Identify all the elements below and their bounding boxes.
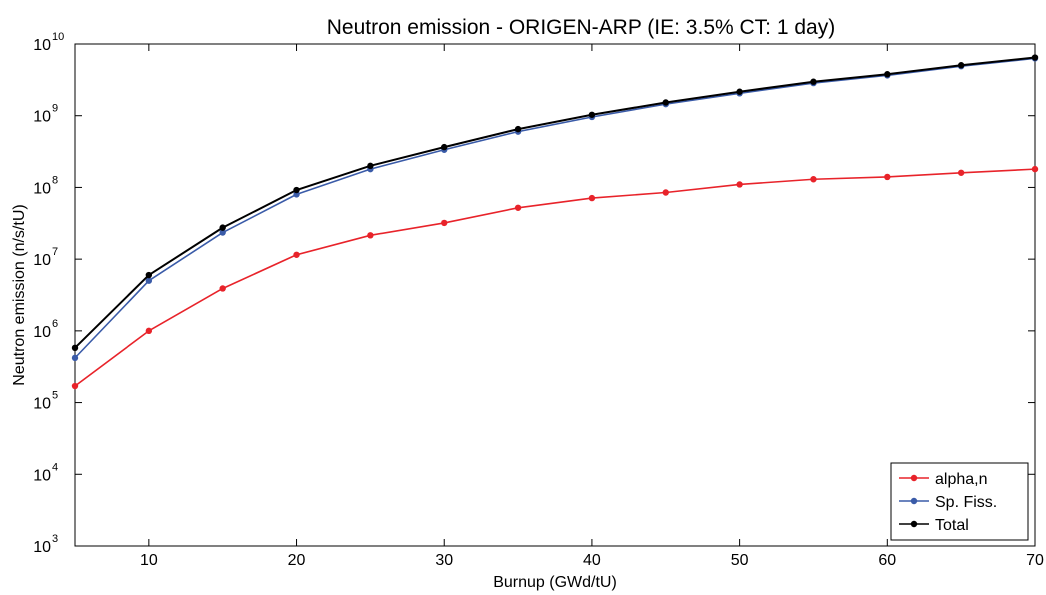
data-point-total xyxy=(71,344,79,352)
x-tick-label: 20 xyxy=(288,552,306,569)
data-point-total xyxy=(1031,54,1039,61)
y-tick-label-exponent: 9 xyxy=(52,103,58,115)
x-axis: 10 20 30 40 50 60 70 xyxy=(140,44,1044,569)
legend-marker-total xyxy=(910,520,918,528)
series-line-total xyxy=(74,56,1036,349)
data-point-total xyxy=(293,186,300,194)
data-point-alpha-n xyxy=(219,285,226,292)
data-point-alpha-n xyxy=(514,204,522,211)
data-point-alpha-n xyxy=(293,251,300,258)
x-tick-label: 10 xyxy=(140,552,158,569)
data-point-total xyxy=(662,99,669,106)
y-tick-label-base: 10 xyxy=(33,37,51,54)
data-point-alpha-n xyxy=(71,382,79,390)
legend-label-sp-fiss: Sp. Fiss. xyxy=(935,494,997,511)
data-point-total xyxy=(441,143,448,151)
data-point-sp-fiss xyxy=(219,229,226,236)
data-point-alpha-n xyxy=(662,189,669,196)
data-point-total xyxy=(736,88,743,95)
data-point-alpha-n xyxy=(736,181,743,188)
data-point-alpha-n xyxy=(367,232,374,239)
y-tick-label-exponent: 5 xyxy=(52,390,58,402)
data-point-alpha-n xyxy=(957,169,965,176)
y-tick-label-base: 10 xyxy=(33,252,51,269)
y-tick-label-exponent: 7 xyxy=(52,246,58,258)
y-tick-label-base: 10 xyxy=(33,109,51,126)
data-point-total xyxy=(145,271,153,279)
data-point-alpha-n xyxy=(441,219,448,227)
y-tick-label-base: 10 xyxy=(33,539,51,556)
chart-title: Neutron emission - ORIGEN-ARP (IE: 3.5% … xyxy=(327,16,835,39)
legend: alpha,n Sp. Fiss. Total xyxy=(890,462,1029,541)
x-axis-label: Burnup (GWd/tU) xyxy=(493,574,617,591)
legend-marker-sp-fiss xyxy=(910,497,918,505)
data-point-alpha-n xyxy=(588,194,596,202)
y-tick-label-exponent: 4 xyxy=(52,461,58,473)
x-tick-label: 40 xyxy=(583,552,601,569)
y-tick-label-exponent: 10 xyxy=(52,31,64,43)
series-layer xyxy=(71,54,1039,390)
y-tick-label-exponent: 3 xyxy=(52,533,58,545)
y-tick-label-base: 10 xyxy=(33,180,51,197)
data-point-total xyxy=(367,162,374,170)
plot-area xyxy=(74,43,1036,547)
data-point-alpha-n xyxy=(1031,165,1039,173)
data-point-alpha-n xyxy=(810,176,817,183)
legend-label-total: Total xyxy=(935,517,969,534)
y-tick-label-base: 10 xyxy=(33,467,51,484)
series-line-alpha-n xyxy=(74,168,1036,387)
data-point-total xyxy=(884,71,891,78)
x-tick-label: 50 xyxy=(731,552,749,569)
data-point-total xyxy=(810,78,817,85)
y-tick-label-exponent: 6 xyxy=(52,318,58,330)
data-point-alpha-n xyxy=(884,173,891,181)
x-tick-label: 30 xyxy=(435,552,453,569)
data-point-sp-fiss xyxy=(145,277,153,284)
y-tick-label-base: 10 xyxy=(33,324,51,341)
data-point-total xyxy=(219,224,226,231)
data-point-total xyxy=(514,125,522,133)
data-point-total xyxy=(957,62,965,69)
y-axis-label: Neutron emission (n/s/tU) xyxy=(11,204,28,385)
data-point-alpha-n xyxy=(145,327,153,335)
legend-marker-alpha-n xyxy=(910,474,918,482)
data-point-sp-fiss xyxy=(71,354,79,362)
x-tick-label: 70 xyxy=(1026,552,1044,569)
data-point-total xyxy=(588,111,596,118)
legend-label-alpha-n: alpha,n xyxy=(935,471,988,488)
x-tick-label: 60 xyxy=(878,552,896,569)
y-tick-label-base: 10 xyxy=(33,396,51,413)
series-line-sp-fiss xyxy=(74,57,1036,359)
y-tick-label-exponent: 8 xyxy=(52,174,58,186)
